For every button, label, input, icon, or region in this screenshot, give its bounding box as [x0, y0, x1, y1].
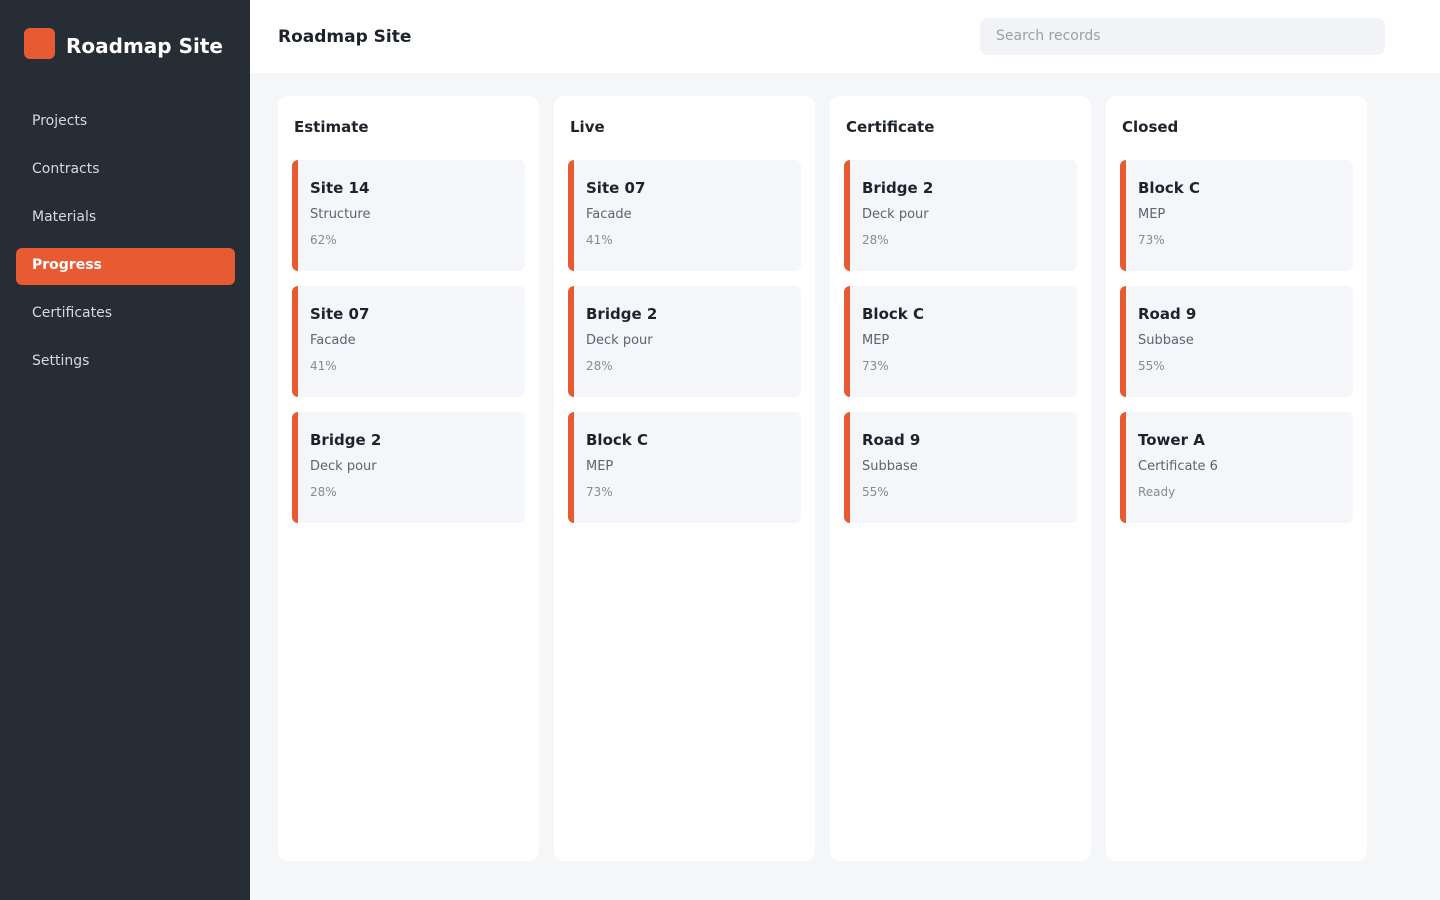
card-subtitle: Deck pour — [586, 333, 653, 348]
column-title: Estimate — [294, 118, 369, 136]
card-title: Site 14 — [310, 179, 370, 197]
sidebar: Roadmap Site Projects Contracts Materials P… — [0, 0, 250, 900]
card[interactable]: Road 9 Subbase 55% — [844, 412, 1077, 523]
card-meta: 55% — [1138, 359, 1165, 373]
nav-item[interactable]: Materials — [32, 209, 97, 225]
card[interactable]: Bridge 2 Deck pour 28% — [568, 286, 801, 397]
column-title: Certificate — [846, 118, 935, 136]
card-subtitle: MEP — [586, 459, 614, 474]
card-subtitle: MEP — [1138, 207, 1166, 222]
card-meta: 41% — [586, 233, 613, 247]
header: Roadmap Site Search records — [250, 0, 1440, 73]
column: Live Site 07 Facade 41% Bridge 2 Deck pour 28%… — [554, 96, 815, 861]
card[interactable]: Site 07 Facade 41% — [568, 160, 801, 271]
card-meta: 28% — [862, 233, 889, 247]
card-title: Site 07 — [310, 305, 370, 323]
brand: Roadmap Site — [66, 34, 223, 58]
card-title: Road 9 — [862, 431, 921, 449]
card-title: Block C — [862, 305, 924, 323]
card[interactable]: Road 9 Subbase 55% — [1120, 286, 1353, 397]
card[interactable]: Site 07 Facade 41% — [292, 286, 525, 397]
card-subtitle: Facade — [310, 333, 356, 348]
card-title: Bridge 2 — [586, 305, 658, 323]
card-title: Bridge 2 — [862, 179, 934, 197]
nav-item[interactable]: Certificates — [32, 305, 113, 321]
card[interactable]: Block C MEP 73% — [1120, 160, 1353, 271]
nav-item[interactable]: Contracts — [32, 161, 100, 177]
card-title: Block C — [1138, 179, 1200, 197]
card-meta: 73% — [1138, 233, 1165, 247]
nav-item[interactable]: Settings — [32, 353, 90, 369]
card[interactable]: Site 14 Structure 62% — [292, 160, 525, 271]
card-title: Bridge 2 — [310, 431, 382, 449]
card[interactable]: Bridge 2 Deck pour 28% — [292, 412, 525, 523]
card-meta: 41% — [310, 359, 337, 373]
card-subtitle: MEP — [862, 333, 890, 348]
card-title: Site 07 — [586, 179, 646, 197]
card-subtitle: Deck pour — [310, 459, 377, 474]
card[interactable]: Block C MEP 73% — [844, 286, 1077, 397]
nav-item[interactable]: Progress — [16, 248, 235, 285]
page-title: Roadmap Site — [278, 27, 412, 47]
card-subtitle: Certificate 6 — [1138, 459, 1218, 474]
column: Estimate Site 14 Structure 62% Site 07 Facade… — [278, 96, 539, 861]
card-subtitle: Structure — [310, 207, 371, 222]
card-subtitle: Facade — [586, 207, 632, 222]
card-meta: Ready — [1138, 485, 1176, 499]
card-meta: 55% — [862, 485, 889, 499]
column: Certificate Bridge 2 Deck pour 28% Block C ME… — [830, 96, 1091, 861]
column-title: Live — [570, 118, 605, 136]
card[interactable]: Tower A Certificate 6 Ready — [1120, 412, 1353, 523]
column: Closed Block C MEP 73% Road 9 Subbase 55% Tower… — [1106, 96, 1367, 861]
card-subtitle: Subbase — [862, 459, 918, 474]
card-meta: 28% — [310, 485, 337, 499]
card-subtitle: Deck pour — [862, 207, 929, 222]
card-meta: 73% — [586, 485, 613, 499]
logo — [24, 28, 55, 59]
card-meta: 28% — [586, 359, 613, 373]
nav-item[interactable]: Projects — [32, 113, 88, 129]
card-meta: 62% — [310, 233, 337, 247]
card-meta: 73% — [862, 359, 889, 373]
column-title: Closed — [1122, 118, 1179, 136]
search-input[interactable]: Search records — [980, 18, 1385, 55]
card[interactable]: Bridge 2 Deck pour 28% — [844, 160, 1077, 271]
card-title: Block C — [586, 431, 648, 449]
card-title: Road 9 — [1138, 305, 1197, 323]
card-title: Tower A — [1138, 431, 1205, 449]
card[interactable]: Block C MEP 73% — [568, 412, 801, 523]
card-subtitle: Subbase — [1138, 333, 1194, 348]
